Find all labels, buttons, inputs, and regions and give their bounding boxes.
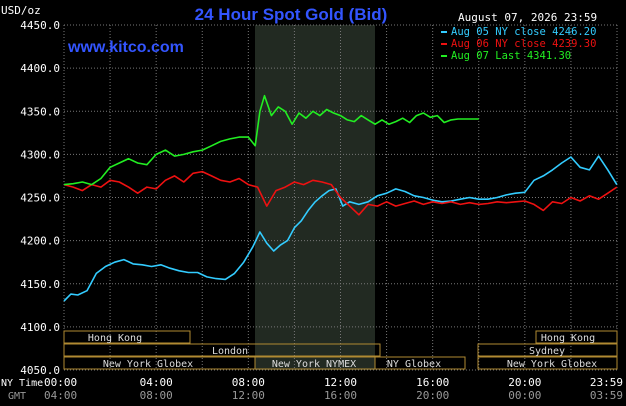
y-tick-label: 4150.0 <box>20 278 60 291</box>
y-tick-labels: 4050.0 4100.0 4150.0 4200.0 4250.0 4300.0 4350… <box>20 19 60 377</box>
y-tick-label: 4350.0 <box>20 105 60 118</box>
session-box <box>63 343 381 357</box>
x-tick-label-ny: 08:00 <box>232 376 265 389</box>
x-tick-label-gmt: 03:59 <box>590 389 623 402</box>
vertical-gridlines <box>63 25 618 370</box>
session-bars: Hong Kong London New York Globex New York N… <box>63 330 618 370</box>
session-label: Hong Kong <box>88 333 142 344</box>
y-axis-units: USD/oz <box>1 4 41 17</box>
nymex-shaded-region <box>255 25 375 370</box>
x-tick-label-gmt: 16:00 <box>324 389 357 402</box>
session-box <box>477 343 618 357</box>
x-tick-labels: 00:0004:0004:0008:0008:0012:0012:0016:00… <box>44 376 623 402</box>
session-label: Sydney <box>529 346 565 357</box>
session-label: Hong Kong <box>541 333 595 344</box>
legend-entry: Aug 06 NY close 4239.30 <box>451 38 596 50</box>
legend-entry: Aug 05 NY close 4246.20 <box>451 26 596 38</box>
series-line-3 <box>63 94 479 186</box>
session-box <box>63 330 191 344</box>
y-tick-label: 4300.0 <box>20 148 60 161</box>
session-label: New York NYMEX <box>272 359 356 370</box>
chart-title: 24 Hour Spot Gold (Bid) <box>195 5 388 24</box>
session-label: NY Globex <box>387 359 441 370</box>
x-tick-label-gmt: 00:00 <box>508 389 541 402</box>
y-tick-label: 4250.0 <box>20 192 60 205</box>
session-box <box>477 356 618 370</box>
x-tick-label-gmt: 04:00 <box>44 389 77 402</box>
legend-entry: Aug 07 Last 4341.30 <box>451 50 571 62</box>
x-tick-label-ny: 04:00 <box>140 376 173 389</box>
session-box <box>535 330 618 344</box>
chart-date: August 07, 2026 23:59 <box>458 11 597 24</box>
x-tick-label-gmt: 08:00 <box>140 389 173 402</box>
site-watermark[interactable]: www.kitco.com <box>67 39 184 56</box>
y-tick-label: 4450.0 <box>20 19 60 32</box>
session-label: New York Globex <box>507 359 597 370</box>
series-lines <box>63 94 618 302</box>
ny-time-axis-label: NY Time <box>1 378 43 389</box>
y-tick-label: 4200.0 <box>20 235 60 248</box>
series-line-1 <box>63 155 618 302</box>
session-label: New York Globex <box>103 359 193 370</box>
x-tick-label-ny: 23:59 <box>590 376 623 389</box>
session-box <box>374 356 466 370</box>
x-tick-label-gmt: 20:00 <box>416 389 449 402</box>
y-tick-label: 4400.0 <box>20 62 60 75</box>
x-tick-label-gmt: 12:00 <box>232 389 265 402</box>
x-tick-label-ny: 00:00 <box>44 376 77 389</box>
y-tick-label: 4100.0 <box>20 321 60 334</box>
y-tick-label: 4050.0 <box>20 364 60 377</box>
gmt-axis-label: GMT <box>8 391 26 402</box>
x-tick-label-ny: 16:00 <box>416 376 449 389</box>
series-line-2 <box>63 170 618 216</box>
session-label: London <box>212 346 248 357</box>
x-tick-label-ny: 12:00 <box>324 376 357 389</box>
x-tick-label-ny: 20:00 <box>508 376 541 389</box>
